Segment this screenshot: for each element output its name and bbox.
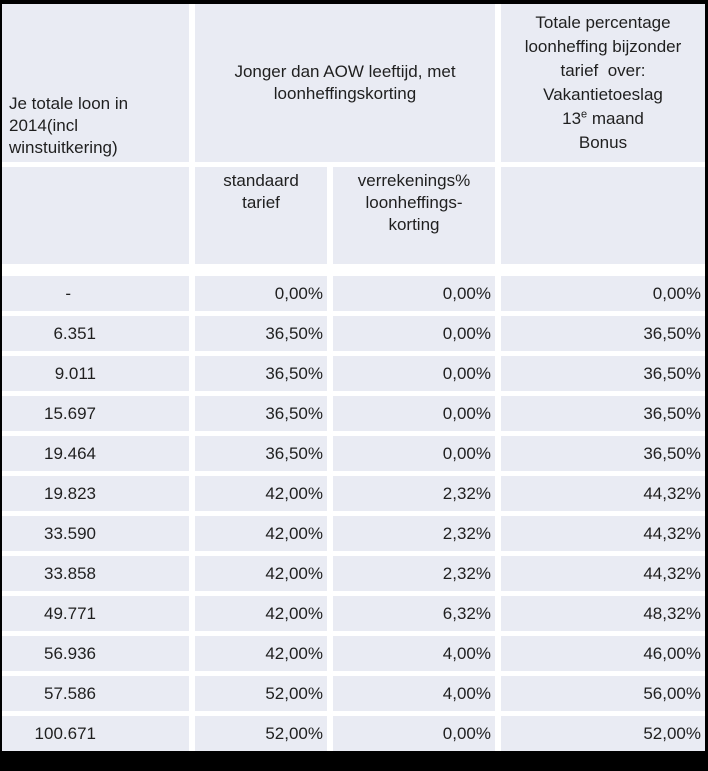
cell-totaal: 52,00%: [501, 716, 705, 751]
header-empty-cell-left: [2, 167, 189, 264]
header-standaard-tarief: standaard tarief: [195, 167, 327, 264]
cell-loon: 33.858: [2, 556, 189, 591]
cell-standaard: 42,00%: [195, 636, 327, 671]
header-verrekenings-korting: verrekenings% loonheffings- korting: [333, 167, 495, 264]
sup-line-sup: e: [581, 108, 588, 121]
header-empty-cell-right: [501, 167, 705, 264]
cell-verrekening: 6,32%: [333, 596, 495, 631]
sup-line-post: maand: [587, 109, 644, 128]
table-grid: Je totale loon in 2014(incl winstuitkeri…: [2, 4, 705, 751]
cell-loon: 15.697: [2, 396, 189, 431]
cell-loon: 100.671: [2, 716, 189, 751]
cell-totaal: 44,32%: [501, 476, 705, 511]
cell-standaard: 42,00%: [195, 556, 327, 591]
cell-totaal: 36,50%: [501, 436, 705, 471]
cell-loon: 6.351: [2, 316, 189, 351]
cell-verrekening: 0,00%: [333, 396, 495, 431]
header-totaal-line-1: Totale percentage: [535, 13, 671, 32]
header-totaal-line-2: loonheffing bijzonder: [524, 37, 682, 56]
cell-loon: 19.823: [2, 476, 189, 511]
cell-verrekening: 0,00%: [333, 276, 495, 311]
cell-loon: 33.590: [2, 516, 189, 551]
header-body-divider: [2, 269, 705, 271]
cell-standaard: 42,00%: [195, 476, 327, 511]
cell-standaard: 52,00%: [195, 716, 327, 751]
header-totale-percentage-lines: Totale percentage loonheffing bijzonder …: [525, 11, 682, 155]
header-totaal-line-13e-maand: 13e maand: [525, 107, 682, 131]
cell-verrekening: 2,32%: [333, 476, 495, 511]
cell-standaard: 52,00%: [195, 676, 327, 711]
cell-totaal: 56,00%: [501, 676, 705, 711]
cell-loon: 19.464: [2, 436, 189, 471]
cell-standaard: 0,00%: [195, 276, 327, 311]
cell-totaal: 48,32%: [501, 596, 705, 631]
cell-totaal: 44,32%: [501, 556, 705, 591]
cell-verrekening: 0,00%: [333, 316, 495, 351]
cell-totaal: 44,32%: [501, 516, 705, 551]
sup-line-pre: 13: [562, 109, 582, 128]
header-totaal-line-4: Vakantietoeslag: [543, 85, 663, 104]
cell-standaard: 36,50%: [195, 436, 327, 471]
header-totaal-line-bonus: Bonus: [578, 133, 628, 152]
cell-totaal: 36,50%: [501, 316, 705, 351]
cell-verrekening: 0,00%: [333, 436, 495, 471]
cell-totaal: 36,50%: [501, 356, 705, 391]
cell-loon: 9.011: [2, 356, 189, 391]
cell-totaal: 36,50%: [501, 396, 705, 431]
cell-totaal: 46,00%: [501, 636, 705, 671]
cell-verrekening: 0,00%: [333, 716, 495, 751]
cell-standaard: 36,50%: [195, 356, 327, 391]
header-totale-percentage: Totale percentage loonheffing bijzonder …: [501, 4, 705, 162]
header-totaal-line-3: tarief over:: [560, 61, 646, 80]
header-loon: Je totale loon in 2014(incl winstuitkeri…: [2, 4, 189, 162]
cell-standaard: 42,00%: [195, 516, 327, 551]
cell-standaard: 36,50%: [195, 396, 327, 431]
cell-loon: -: [2, 276, 189, 311]
cell-verrekening: 4,00%: [333, 636, 495, 671]
cell-standaard: 42,00%: [195, 596, 327, 631]
cell-totaal: 0,00%: [501, 276, 705, 311]
cell-loon: 49.771: [2, 596, 189, 631]
cell-verrekening: 2,32%: [333, 556, 495, 591]
cell-loon: 57.586: [2, 676, 189, 711]
cell-verrekening: 0,00%: [333, 356, 495, 391]
cell-loon: 56.936: [2, 636, 189, 671]
cell-verrekening: 2,32%: [333, 516, 495, 551]
cell-verrekening: 4,00%: [333, 676, 495, 711]
header-group-jonger-dan-aow: Jonger dan AOW leeftijd, met loonheffing…: [195, 4, 495, 162]
cell-standaard: 36,50%: [195, 316, 327, 351]
